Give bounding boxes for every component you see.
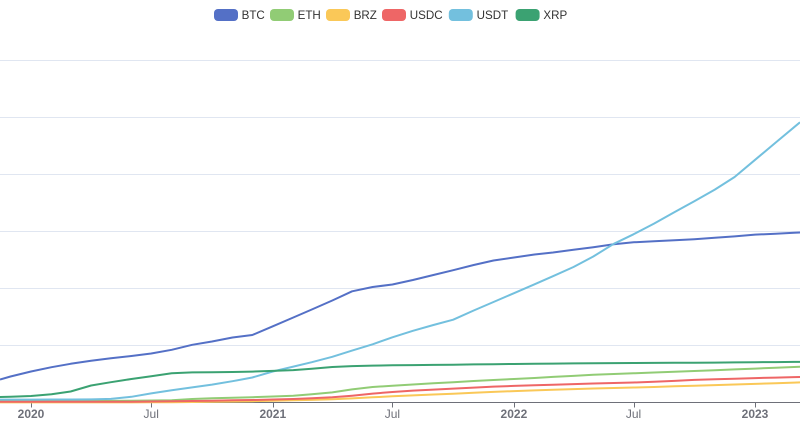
svg-text:BTC: BTC [242, 9, 265, 22]
svg-text:USDC: USDC [410, 9, 443, 22]
svg-text:Jul: Jul [385, 407, 400, 421]
svg-text:Jul: Jul [144, 407, 159, 421]
svg-text:USDT: USDT [477, 9, 509, 22]
svg-text:Jul: Jul [626, 407, 641, 421]
svg-text:2021: 2021 [259, 407, 286, 421]
svg-text:ETH: ETH [298, 9, 321, 22]
svg-text:BRZ: BRZ [354, 9, 377, 22]
svg-text:2022: 2022 [501, 407, 528, 421]
svg-text:2020: 2020 [18, 407, 45, 421]
svg-text:2023: 2023 [742, 407, 769, 421]
svg-text:XRP: XRP [543, 9, 567, 22]
